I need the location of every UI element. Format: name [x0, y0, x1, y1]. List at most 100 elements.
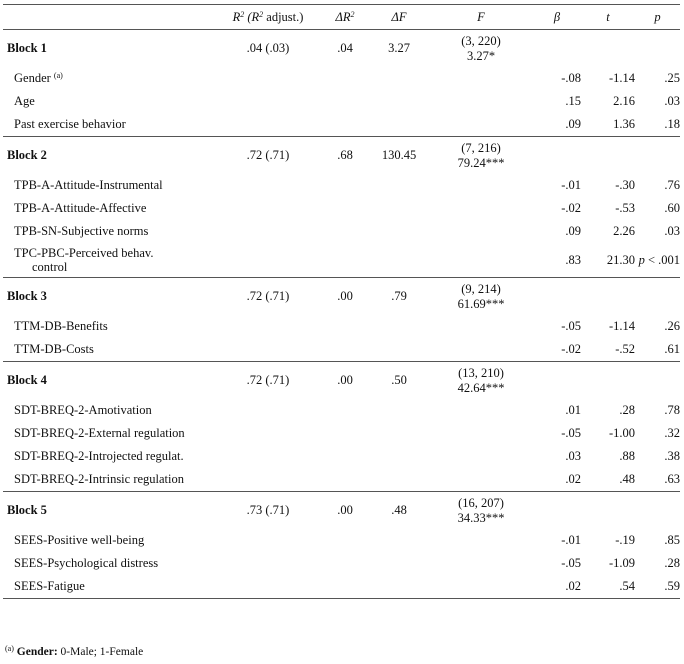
variable-r2: [215, 67, 321, 90]
block-beta: [533, 137, 581, 175]
variable-r2: [215, 243, 321, 278]
variable-beta: .03: [565, 449, 581, 463]
variable-delta-r2: [321, 243, 369, 278]
footnote-label: Gender:: [16, 646, 58, 658]
variable-beta: .02: [533, 468, 581, 492]
variable-t: .28: [619, 403, 635, 417]
p-value: .25: [664, 71, 680, 85]
block-t: [581, 30, 635, 68]
block-delta-r2: .00: [337, 289, 353, 303]
variable-r2: [215, 113, 321, 137]
variable-row: TTM-DB-Costs -.02 -.52 .61: [3, 338, 680, 362]
variable-p: .28: [635, 552, 680, 575]
variable-p: .76: [635, 174, 680, 197]
variable-r2: [215, 552, 321, 575]
variable-label: SDT-BREQ-2-Amotivation: [14, 403, 152, 417]
variable-name: SDT-BREQ-2-Introjected regulat.: [3, 445, 215, 468]
p-value: .63: [664, 472, 680, 486]
variable-row: SDT-BREQ-2-Amotivation .01 .28 .78: [3, 399, 680, 422]
variable-label: SEES-Positive well-being: [14, 533, 145, 547]
variable-r2: [215, 197, 321, 220]
variable-delta-r2: [321, 197, 369, 220]
block-name: Block 3: [7, 289, 47, 303]
variable-delta-f: [369, 220, 429, 243]
block-t: [581, 492, 635, 530]
variable-beta: .15: [565, 94, 581, 108]
variable-f: [429, 220, 533, 243]
header-delta-f: ΔF: [369, 4, 429, 30]
block-r2: .72 (.71): [246, 148, 290, 162]
p-value: .59: [664, 579, 680, 593]
variable-name: TTM-DB-Benefits: [3, 315, 215, 338]
variable-row: TPB-A-Attitude-Affective -.02 -.53 .60: [3, 197, 680, 220]
block-name: Block 5: [7, 503, 47, 517]
block-f: (3, 220) 3.27*: [429, 30, 533, 68]
variable-delta-r2: [321, 67, 369, 90]
footnote-ref: (a): [53, 71, 63, 80]
block-row: Block 5 .73 (.71) .00 .48 (16, 207) 34.33***: [3, 492, 680, 530]
variable-name: TPC-PBC-Perceived behav. control: [3, 243, 215, 278]
variable-t: -1.00: [608, 426, 635, 440]
block-r2: .72 (.71): [246, 289, 290, 303]
variable-t: 1.36: [581, 113, 635, 137]
p-value: .03: [664, 94, 680, 108]
variable-t: .48: [581, 468, 635, 492]
variable-p: .60: [635, 197, 680, 220]
variable-delta-r2: [321, 174, 369, 197]
variable-r2: [215, 445, 321, 468]
variable-name: SDT-BREQ-2-External regulation: [3, 422, 215, 445]
variable-t: -.19: [615, 533, 635, 547]
variable-t: 2.16: [613, 94, 635, 108]
variable-f: [429, 315, 533, 338]
variable-label: SDT-BREQ-2-Intrinsic regulation: [14, 472, 185, 486]
block-row: Block 3 .72 (.71) .00 .79 (9, 214) 61.69***: [3, 278, 680, 316]
p-value: .28: [664, 556, 680, 570]
variable-delta-r2: [321, 338, 369, 362]
variable-delta-f: [369, 575, 429, 599]
variable-p: p < .001: [635, 243, 680, 278]
p-value: .38: [664, 449, 680, 463]
footnote-marker: (a): [5, 644, 14, 653]
variable-name: Age: [3, 90, 215, 113]
variable-delta-f: [369, 529, 429, 552]
variable-row: SEES-Fatigue .02.54 .59: [3, 575, 680, 599]
variable-beta: -.01: [561, 178, 581, 192]
p-value: .03: [664, 224, 680, 238]
block-f-value: 34.33***: [457, 510, 505, 525]
variable-p: .85: [635, 529, 680, 552]
p-value: .76: [664, 178, 680, 192]
variable-label: SDT-BREQ-2-External regulation: [14, 426, 185, 440]
variable-label: TPB-A-Attitude-Affective: [14, 201, 147, 215]
variable-name: SDT-BREQ-2-Intrinsic regulation: [3, 468, 215, 492]
variable-f: [429, 468, 533, 492]
p-value: .26: [664, 319, 680, 333]
variable-f: [429, 399, 533, 422]
variable-row: SEES-Positive well-being -.01 -.19 .85: [3, 529, 680, 552]
table-body: Block 1.04 (.03) .04 3.27 (3, 220) 3.27* Gend…: [3, 30, 680, 599]
variable-name: TPB-SN-Subjective norms: [3, 220, 215, 243]
variable-p: .63: [635, 468, 680, 492]
block-name: Block 2: [7, 148, 47, 162]
p-symbol: p: [638, 252, 645, 267]
variable-name: Past exercise behavior: [3, 113, 215, 137]
variable-delta-f: [369, 468, 429, 492]
block-p: [635, 137, 680, 175]
header-delta-r2: ΔR2: [321, 4, 369, 30]
header-r2: R2 (R2 adjust.): [215, 4, 321, 30]
block-delta-r2: .04: [337, 41, 353, 55]
variable-f: [429, 67, 533, 90]
variable-delta-f: [369, 174, 429, 197]
variable-label: TTM-DB-Benefits: [14, 319, 108, 333]
block-beta: [533, 492, 581, 530]
variable-name: SEES-Positive well-being: [3, 529, 215, 552]
variable-delta-f: [369, 315, 429, 338]
variable-t: -1.14: [608, 319, 635, 333]
p-value: .18: [664, 117, 680, 131]
variable-delta-r2: [321, 220, 369, 243]
variable-delta-r2: [321, 90, 369, 113]
variable-delta-r2: [321, 468, 369, 492]
variable-delta-f: [369, 67, 429, 90]
variable-delta-r2: [321, 575, 369, 599]
block-delta-f: .48: [391, 503, 407, 517]
variable-r2: [215, 575, 321, 599]
